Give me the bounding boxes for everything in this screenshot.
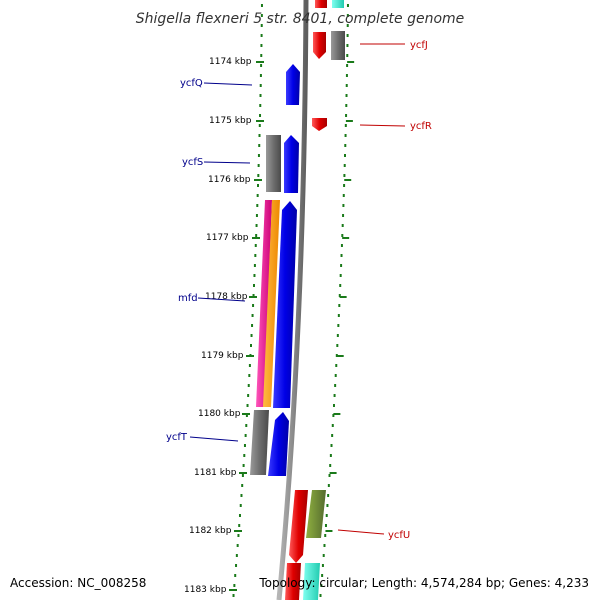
kbp-label: 1182 kbp xyxy=(189,526,232,536)
gene-leader-ycfQ xyxy=(203,82,253,86)
gene-feature-mfd-magenta xyxy=(256,200,272,407)
kbp-label: 1175 kbp xyxy=(209,116,252,126)
gene-feature-mfd xyxy=(273,201,297,408)
gene-label-ycfU[interactable]: ycfU xyxy=(388,530,410,541)
gene-label-ycfS[interactable]: ycfS xyxy=(182,157,203,168)
gene-feature-ycfR xyxy=(312,118,327,131)
gene-feature-red-bottom xyxy=(289,490,308,563)
gene-feature-blue-ycfS xyxy=(284,135,299,193)
genome-backbone xyxy=(276,0,309,600)
kbp-label: 1178 kbp xyxy=(205,292,248,302)
gene-feature-ycfS xyxy=(266,135,281,192)
accession-text: Accession: NC_008258 xyxy=(10,576,146,590)
kbp-tick-rings xyxy=(232,4,355,597)
gene-label-ycfJ[interactable]: ycfJ xyxy=(410,40,428,51)
map-title: Shigella flexneri 5 str. 8401, complete … xyxy=(136,11,465,27)
kbp-label: 1181 kbp xyxy=(194,468,237,478)
gene-feature-gray-right xyxy=(331,31,345,60)
kbp-label: 1177 kbp xyxy=(206,233,249,243)
gene-feature-ycfU xyxy=(306,490,326,538)
gene-label-mfd[interactable]: mfd xyxy=(178,293,198,304)
kbp-label: 1183 kbp xyxy=(184,585,227,595)
gene-leader-ycfR xyxy=(359,124,406,127)
gene-leader-mfd xyxy=(197,297,246,302)
gene-label-ycfQ[interactable]: ycfQ xyxy=(180,78,203,89)
gene-feature-ycfJ-red xyxy=(313,32,326,59)
gene-feature-ycfQ xyxy=(286,64,300,105)
gene-feature-mfd-orange xyxy=(263,200,280,407)
kbp-label: 1176 kbp xyxy=(208,175,251,185)
topology-text: Topology: circular; Length: 4,574,284 bp… xyxy=(258,576,589,590)
gene-feature-red-bottom-2 xyxy=(285,563,301,600)
gene-feature-red-top-fragment xyxy=(315,0,327,8)
gene-feature-ycfT xyxy=(250,410,269,475)
gene-leader-ycfU xyxy=(337,529,385,535)
gene-leader-ycfS xyxy=(203,161,251,164)
kbp-label: 1180 kbp xyxy=(198,409,241,419)
gene-label-ycfT[interactable]: ycfT xyxy=(166,432,188,443)
gene-leader-ycfT xyxy=(189,436,239,442)
kbp-label: 1179 kbp xyxy=(201,351,244,361)
kbp-major-ticks xyxy=(229,61,264,591)
gene-label-ycfR[interactable]: ycfR xyxy=(410,121,432,132)
gene-feature-blue-ycfT xyxy=(268,412,289,476)
kbp-label: 1174 kbp xyxy=(209,57,252,67)
gene-feature-cyan-bottom xyxy=(303,563,320,600)
gene-feature-cyan-top-fragment xyxy=(332,0,344,8)
